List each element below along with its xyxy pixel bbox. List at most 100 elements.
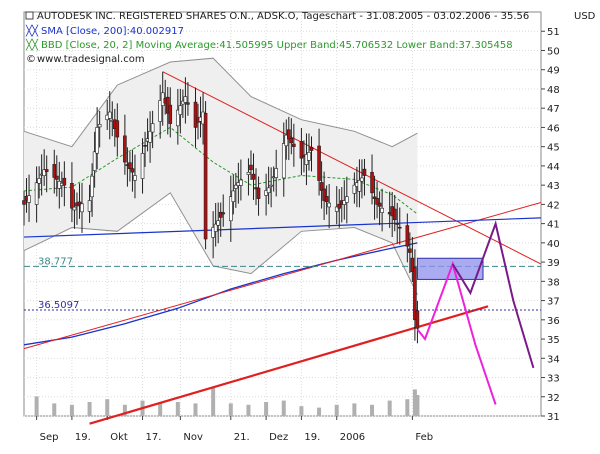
volume-bar	[229, 403, 233, 416]
y-tick-label: 47	[547, 104, 560, 115]
volume-bar	[52, 403, 56, 416]
candle-body	[151, 124, 154, 132]
volume-bar	[405, 399, 409, 416]
volume-bar	[158, 403, 162, 416]
candle-body	[406, 226, 409, 247]
y-tick-label: 48	[547, 85, 560, 96]
x-tick-label: Feb	[415, 432, 433, 443]
candle-body	[73, 207, 76, 210]
candle-body	[287, 130, 290, 139]
y-tick-label: 50	[547, 46, 560, 57]
y-tick-label: 45	[547, 143, 560, 154]
candle-body	[53, 164, 56, 177]
candle-body	[108, 112, 111, 118]
candle-body	[70, 183, 73, 208]
candle-body	[144, 145, 147, 146]
candle-body	[88, 201, 91, 212]
volume-bar	[370, 405, 374, 416]
candle-body	[186, 103, 189, 105]
candle-body	[345, 197, 348, 203]
volume-bar	[70, 405, 74, 416]
x-tick-label: 19.	[304, 432, 320, 443]
candle-body	[252, 174, 255, 179]
currency-label: USD	[574, 11, 596, 22]
candle-body	[328, 203, 331, 207]
candle-body	[239, 180, 242, 185]
volume-bar	[105, 399, 109, 416]
candle-body	[292, 144, 295, 147]
x-tick-label: Okt	[110, 432, 128, 443]
candle-body	[63, 178, 66, 185]
source-label: www.tradesignal.com	[37, 54, 145, 65]
candle-body	[179, 106, 182, 115]
level-label: 38.777	[38, 256, 73, 267]
y-tick-label: 42	[547, 200, 560, 211]
candle-body	[194, 102, 197, 127]
volume-bar	[176, 402, 180, 416]
candle-body	[363, 169, 366, 175]
candle-body	[247, 172, 250, 174]
candle-body	[217, 221, 220, 226]
y-tick-label: 44	[547, 162, 560, 173]
candle-body	[149, 131, 152, 142]
y-tick-label: 33	[547, 374, 560, 385]
candle-body	[81, 204, 84, 212]
candle-body	[98, 124, 101, 127]
candle-body	[393, 209, 396, 220]
candle-body	[381, 208, 384, 212]
candle-body	[270, 185, 273, 186]
volume-bar	[35, 396, 39, 416]
candle-body	[123, 136, 126, 162]
y-tick-label: 39	[547, 258, 560, 269]
volume-bar	[335, 405, 339, 416]
candle-body	[282, 143, 285, 177]
x-tick-label: 19.	[75, 432, 91, 443]
y-tick-label: 32	[547, 393, 560, 404]
y-tick-label: 31	[547, 412, 560, 423]
copyright-icon: ©	[26, 54, 36, 65]
candle-body	[128, 163, 131, 169]
level-label: 36.5097	[38, 300, 79, 311]
candle-body	[310, 147, 313, 150]
candle-body	[184, 97, 187, 103]
candle-body	[35, 183, 38, 205]
candle-body	[307, 152, 310, 160]
y-tick-label: 51	[547, 27, 560, 38]
y-tick-label: 37	[547, 297, 560, 308]
candle-body	[360, 178, 363, 181]
candle-body	[358, 180, 361, 191]
volume-bar	[299, 406, 303, 416]
x-tick-label: Dez	[269, 432, 288, 443]
y-tick-label: 34	[547, 354, 560, 365]
candle-body	[55, 176, 58, 179]
candle-body	[131, 169, 134, 173]
candle-body	[257, 188, 260, 199]
y-tick-label: 35	[547, 335, 560, 346]
candle-body	[116, 121, 119, 137]
chart-title: AUTODESK INC. REGISTERED SHARES O.N., AD…	[37, 11, 529, 22]
bbd-legend-icon: ╳╳	[25, 38, 39, 51]
candle-body	[204, 113, 207, 239]
candle-body	[275, 168, 278, 177]
y-tick-label: 46	[547, 123, 560, 134]
volume-bar	[282, 401, 286, 416]
sma-legend: SMA [Close, 200]:40.002917	[41, 26, 184, 37]
volume-bar	[388, 401, 392, 416]
candle-body	[93, 152, 96, 171]
volume-bar	[88, 402, 92, 416]
candle-body	[133, 176, 136, 181]
candle-body	[338, 204, 341, 208]
candle-body	[408, 249, 411, 253]
candle-body	[91, 176, 94, 197]
candle-body	[398, 227, 401, 228]
candle-body	[28, 196, 31, 203]
candle-body	[416, 311, 419, 329]
volume-bar	[211, 388, 215, 416]
x-tick-label: 2006	[340, 432, 365, 443]
y-tick-label: 40	[547, 239, 560, 250]
volume-bar	[352, 403, 356, 416]
candle-body	[232, 191, 235, 202]
y-tick-label: 38	[547, 277, 560, 288]
